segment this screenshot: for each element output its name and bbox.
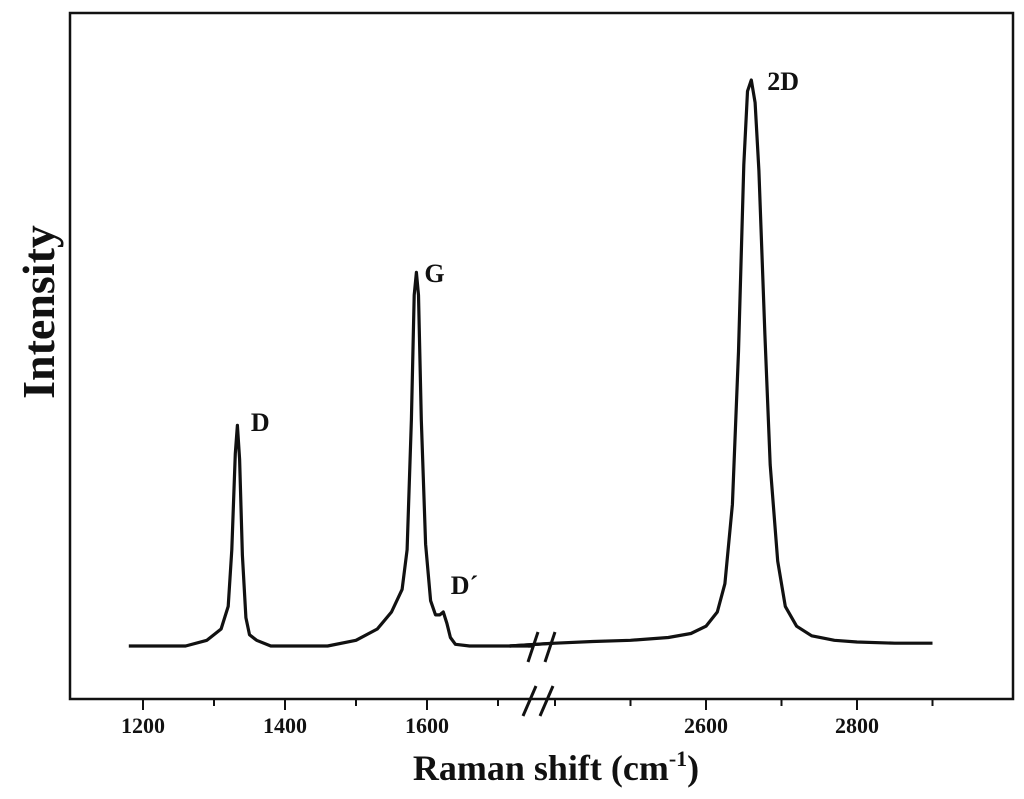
- peak-label-2: D´: [451, 571, 478, 600]
- axis-break-mark-0: [521, 685, 538, 717]
- x-axis-title-sup: -1: [669, 746, 687, 771]
- axis-break-mark-1: [538, 685, 555, 717]
- x-tick-label-2800: 2800: [835, 713, 879, 738]
- x-axis-title: Raman shift (cm-1): [413, 746, 699, 788]
- peak-label-3: 2D: [767, 67, 799, 96]
- curve-break-mark-0: [526, 631, 540, 663]
- y-axis-title: Intensity: [13, 225, 64, 399]
- x-tick-label-1200: 1200: [121, 713, 165, 738]
- spectrum-segment-left: [128, 270, 534, 648]
- spectrum-lead: [509, 641, 554, 648]
- peak-label-1: G: [424, 259, 444, 288]
- spectrum-curves: [128, 78, 933, 648]
- x-tick-label-2600: 2600: [684, 713, 728, 738]
- x-ticks: 1200 1400 1600 2600 2800: [121, 699, 934, 738]
- axis-break: [521, 631, 557, 717]
- x-axis-title-close: ): [687, 748, 699, 788]
- x-tick-label-1600: 1600: [405, 713, 449, 738]
- x-axis-title-main: Raman shift (cm: [413, 748, 669, 788]
- plot-frame: [68, 11, 1015, 701]
- x-tick-label-1400: 1400: [263, 713, 307, 738]
- peak-labels: D G D´ 2D: [251, 67, 799, 600]
- spectrum-segment-right: [509, 78, 933, 648]
- peak-label-0: D: [251, 408, 270, 437]
- curve-break-mark-1: [543, 631, 557, 663]
